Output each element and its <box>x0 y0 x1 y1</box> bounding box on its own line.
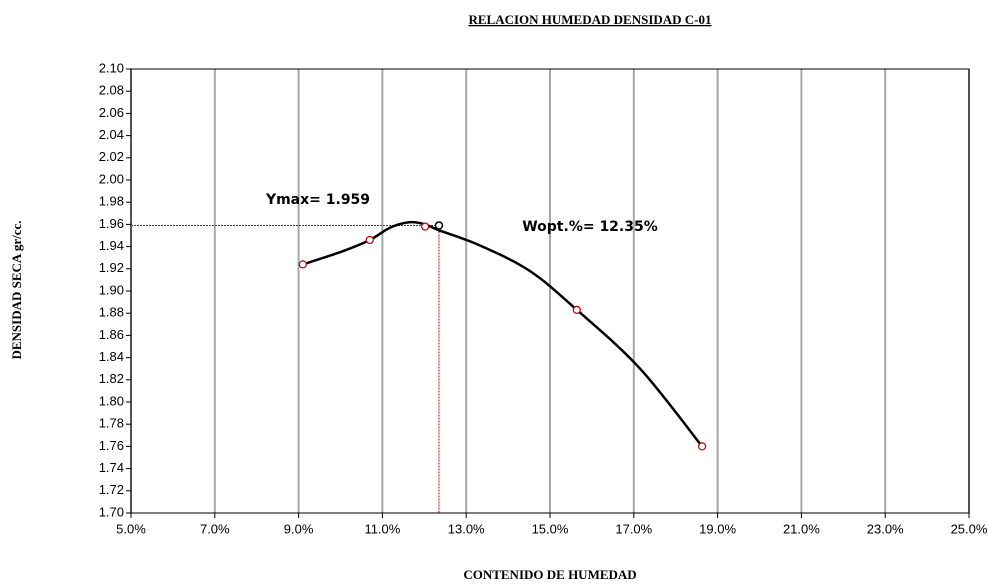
x-axis-label: CONTENIDO DE HUMEDAD <box>463 567 636 582</box>
x-tick-label: 17.0% <box>615 521 652 536</box>
y-tick-label: 2.08 <box>99 83 124 98</box>
data-point <box>572 305 581 314</box>
x-tick-label: 13.0% <box>448 521 485 536</box>
annotation: Ymax= 1.959 <box>265 192 370 208</box>
y-tick-label: 1.96 <box>99 216 124 231</box>
x-tick-label: 19.0% <box>699 521 736 536</box>
chart-title: RELACION HUMEDAD DENSIDAD C-01 <box>468 12 711 27</box>
y-tick-label: 2.06 <box>99 105 124 120</box>
data-point <box>365 235 374 245</box>
y-tick-label: 1.72 <box>99 482 124 497</box>
y-tick-label: 1.98 <box>99 194 124 209</box>
x-tick-label: 15.0% <box>532 521 569 536</box>
data-point <box>421 222 430 231</box>
plot: 5.0% 7.0% 9.0% 11.0% 13.0% 15.0% 17.0% 19.0% 21.… <box>99 60 988 536</box>
data-point <box>697 442 707 451</box>
y-tick-label: 1.90 <box>99 282 124 297</box>
y-tick-label: 2.04 <box>99 127 124 142</box>
y-axis-label: DENSIDAD SECA gr/cc. <box>9 220 24 359</box>
y-tick-label: 2.00 <box>99 171 124 186</box>
data-point <box>298 260 307 269</box>
y-tick-label: 1.80 <box>99 393 124 408</box>
y-tick-label: 1.78 <box>99 416 124 431</box>
y-tick-label: 1.94 <box>99 238 124 253</box>
curve <box>302 220 704 448</box>
x-tick-label: 21.0% <box>783 521 820 536</box>
y-tick-label: 1.84 <box>99 349 124 364</box>
y-tick-label: 2.02 <box>99 149 124 164</box>
x-tick-label: 25.0% <box>951 521 988 536</box>
y-tick-label: 1.88 <box>99 305 124 320</box>
y-tick-label: 1.92 <box>99 260 124 275</box>
x-tick-label: 11.0% <box>364 521 400 536</box>
optimum-point <box>434 221 444 230</box>
y-tick-label: 1.76 <box>99 438 124 453</box>
y-tick-label: 2.10 <box>99 60 124 75</box>
y-tick-label: 1.82 <box>99 371 124 386</box>
y-tick-label: 1.74 <box>99 460 124 475</box>
x-tick-label: 7.0% <box>200 521 230 536</box>
annotation: Wopt.%= 12.35% <box>522 219 658 235</box>
y-tick-label: 1.86 <box>99 327 124 342</box>
x-tick-label: 23.0% <box>867 521 904 536</box>
plot-frame <box>130 68 970 514</box>
y-tick-label: 1.70 <box>99 504 124 519</box>
x-tick-label: 9.0% <box>284 521 314 536</box>
x-tick-label: 5.0% <box>116 521 146 536</box>
